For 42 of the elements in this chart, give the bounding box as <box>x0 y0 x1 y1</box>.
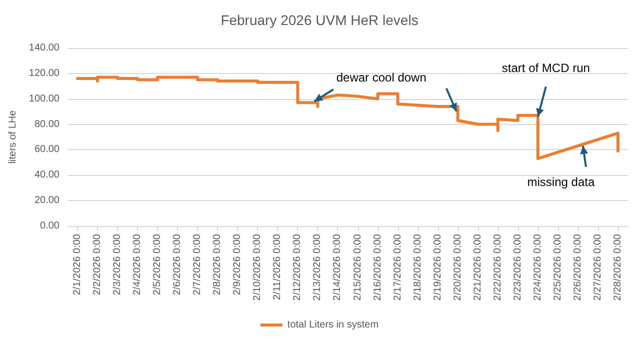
x-tick-label: 2/7/2026 0:00 <box>192 234 204 296</box>
legend-label: total Liters in system <box>287 320 379 330</box>
x-tick-label: 2/18/2026 0:00 <box>412 234 424 301</box>
x-tick-label: 2/15/2026 0:00 <box>352 234 364 301</box>
x-tick-label: 2/20/2026 0:00 <box>452 234 464 301</box>
x-tick-label: 2/10/2026 0:00 <box>252 234 264 301</box>
x-tick-label: 2/26/2026 0:00 <box>572 234 584 301</box>
y-tick-label: 0.00 <box>40 220 60 232</box>
x-tick-label: 2/19/2026 0:00 <box>432 234 444 301</box>
x-tick-label: 2/16/2026 0:00 <box>372 234 384 301</box>
x-tick-label: 2/14/2026 0:00 <box>332 234 344 301</box>
x-tick-label: 2/4/2026 0:00 <box>132 234 144 296</box>
x-tick-label: 2/11/2026 0:00 <box>272 234 284 300</box>
annotation: dewar cool down <box>336 70 426 85</box>
x-tick-label: 2/6/2026 0:00 <box>172 234 184 296</box>
y-axis-title: liters of LHe <box>8 110 18 164</box>
annotation: missing data <box>527 175 595 190</box>
y-tick-label: 40.00 <box>34 170 60 181</box>
x-tick-label: 2/25/2026 0:00 <box>552 234 564 301</box>
x-tick-label: 2/9/2026 0:00 <box>232 234 244 296</box>
y-tick-label: 140.00 <box>28 42 60 54</box>
y-tick-label: 80.00 <box>34 118 60 130</box>
x-tick-label: 2/12/2026 0:00 <box>292 234 304 301</box>
y-tick-label: 100.00 <box>28 93 60 104</box>
chart-title: February 2026 UVM HeR levels <box>220 12 418 28</box>
x-tick-label: 2/23/2026 0:00 <box>512 234 524 301</box>
x-tick-label: 2/2/2026 0:00 <box>92 234 104 296</box>
y-tick-label: 20.00 <box>34 195 60 206</box>
y-tick-label: 60.00 <box>34 144 60 156</box>
x-tick-label: 2/27/2026 0:00 <box>592 234 604 301</box>
x-tick-label: 2/24/2026 0:00 <box>532 234 544 301</box>
x-tick-label: 2/13/2026 0:00 <box>312 234 324 301</box>
x-tick-label: 2/5/2026 0:00 <box>152 234 164 296</box>
x-tick-label: 2/28/2026 0:00 <box>612 234 624 301</box>
x-tick-label: 2/22/2026 0:00 <box>492 234 504 301</box>
y-tick-label: 120.00 <box>28 68 60 79</box>
x-tick-label: 2/3/2026 0:00 <box>112 234 124 296</box>
x-tick-label: 2/17/2026 0:00 <box>392 234 404 301</box>
x-tick-label: 2/8/2026 0:00 <box>212 234 224 296</box>
annotation: start of MCD run <box>502 60 590 75</box>
x-tick-label: 2/21/2026 0:00 <box>472 234 484 301</box>
x-tick-label: 2/1/2026 0:00 <box>72 234 83 296</box>
